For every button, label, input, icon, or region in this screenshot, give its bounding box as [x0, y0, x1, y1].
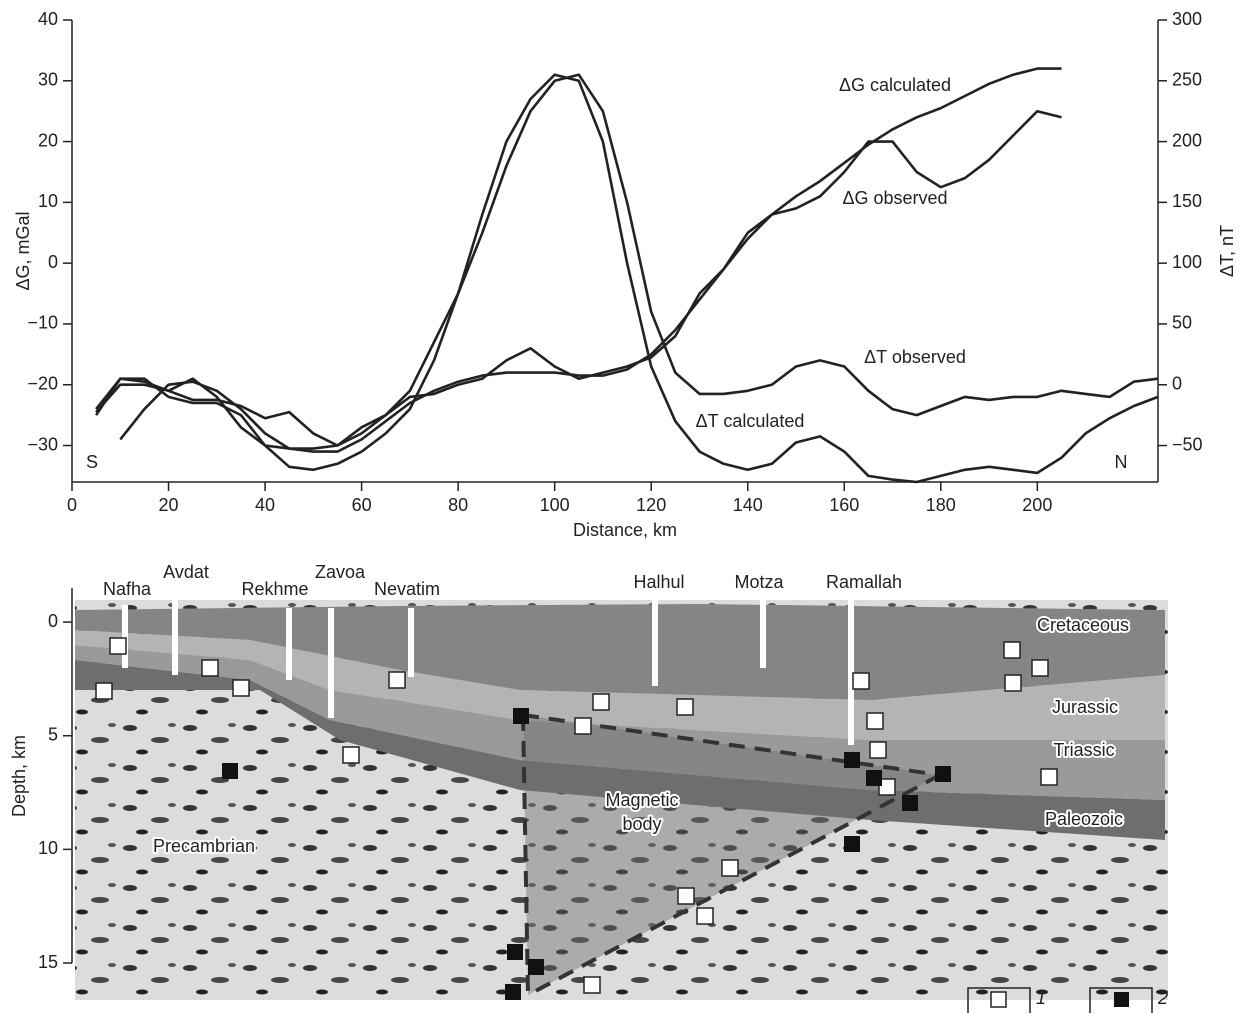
wells: [122, 600, 854, 745]
y-tick-label: −20: [27, 373, 58, 393]
series-label: ΔG calculated: [839, 75, 951, 95]
y-tick-label: −30: [27, 434, 58, 454]
x-tick-label: 80: [448, 495, 468, 515]
y-tick-label: 10: [38, 191, 58, 211]
y-tick-label: −10: [27, 313, 58, 333]
well-label: Motza: [734, 572, 784, 592]
y2-tick-label: 150: [1172, 191, 1202, 211]
body-label: Magnetic: [605, 790, 678, 810]
triassic-layer: [75, 645, 1165, 800]
y2-tick-label: 0: [1172, 373, 1182, 393]
well-label: Rekhme: [241, 579, 308, 599]
well-label: Ramallah: [826, 572, 902, 592]
y-tick-label: 0: [48, 252, 58, 272]
y2-axis-label: ΔT, nT: [1217, 225, 1237, 277]
open-squares: [95, 637, 1058, 994]
y-tick-label: 20: [38, 130, 58, 150]
x-tick-label: 160: [829, 495, 859, 515]
body-label: body: [622, 814, 661, 834]
series-line: [95, 73, 1159, 450]
unit-label: Jurassic: [1052, 697, 1118, 717]
cross-section: [75, 600, 1168, 1013]
x-tick-label: 0: [67, 495, 77, 515]
y-axis-label: ΔG, mGal: [13, 211, 33, 290]
annotation: N: [1115, 452, 1128, 472]
depth-tick-label: 15: [38, 952, 58, 972]
x-tick-label: 140: [733, 495, 763, 515]
x-axis-label: Distance, km: [573, 520, 677, 540]
x-tick-label: 120: [636, 495, 666, 515]
y-tick-label: 40: [38, 9, 58, 29]
x-tick-label: 60: [352, 495, 372, 515]
y2-tick-label: 200: [1172, 130, 1202, 150]
y2-tick-label: 50: [1172, 313, 1192, 333]
body-outline: [521, 713, 941, 997]
cretaceous-layer: [75, 604, 1165, 700]
series-line: [95, 109, 1062, 447]
well-label: Zavoa: [315, 562, 366, 582]
depth-tick-label: 5: [48, 724, 58, 744]
series-label: ΔG observed: [842, 188, 947, 208]
y2-tick-label: 100: [1172, 252, 1202, 272]
unit-label: Triassic: [1053, 740, 1114, 760]
x-tick-label: 180: [926, 495, 956, 515]
depth-axis-label: Depth, km: [9, 735, 29, 817]
depth-tick-label: 0: [48, 611, 58, 631]
annotation: S: [86, 452, 98, 472]
y2-tick-label: 250: [1172, 70, 1202, 90]
series-label: ΔT calculated: [696, 411, 805, 431]
well-label: Nafha: [103, 579, 152, 599]
x-tick-label: 20: [159, 495, 179, 515]
depth-tick-label: 10: [38, 838, 58, 858]
legend-label: 1: [1036, 988, 1046, 1008]
x-tick-label: 100: [540, 495, 570, 515]
magnetic-body: [523, 715, 940, 995]
well-label: Avdat: [163, 562, 209, 582]
well-label: Halhul: [633, 572, 684, 592]
well-label: Nevatim: [374, 579, 440, 599]
x-tick-label: 40: [255, 495, 275, 515]
filled-squares: [222, 708, 951, 1000]
legend-boxes: [967, 987, 1153, 1013]
series-label: ΔT observed: [864, 347, 966, 367]
series-line: [95, 73, 1159, 484]
y-tick-label: 30: [38, 70, 58, 90]
unit-label: Precambrian: [153, 836, 255, 856]
series-line: [119, 67, 1062, 453]
legend-label: 2: [1157, 988, 1168, 1008]
y2-tick-label: 300: [1172, 9, 1202, 29]
x-tick-label: 200: [1022, 495, 1052, 515]
y2-tick-label: −50: [1172, 434, 1203, 454]
jurassic-layer: [75, 630, 1165, 740]
unit-label: Paleozoic: [1045, 809, 1123, 829]
unit-label: Cretaceous: [1037, 615, 1129, 635]
